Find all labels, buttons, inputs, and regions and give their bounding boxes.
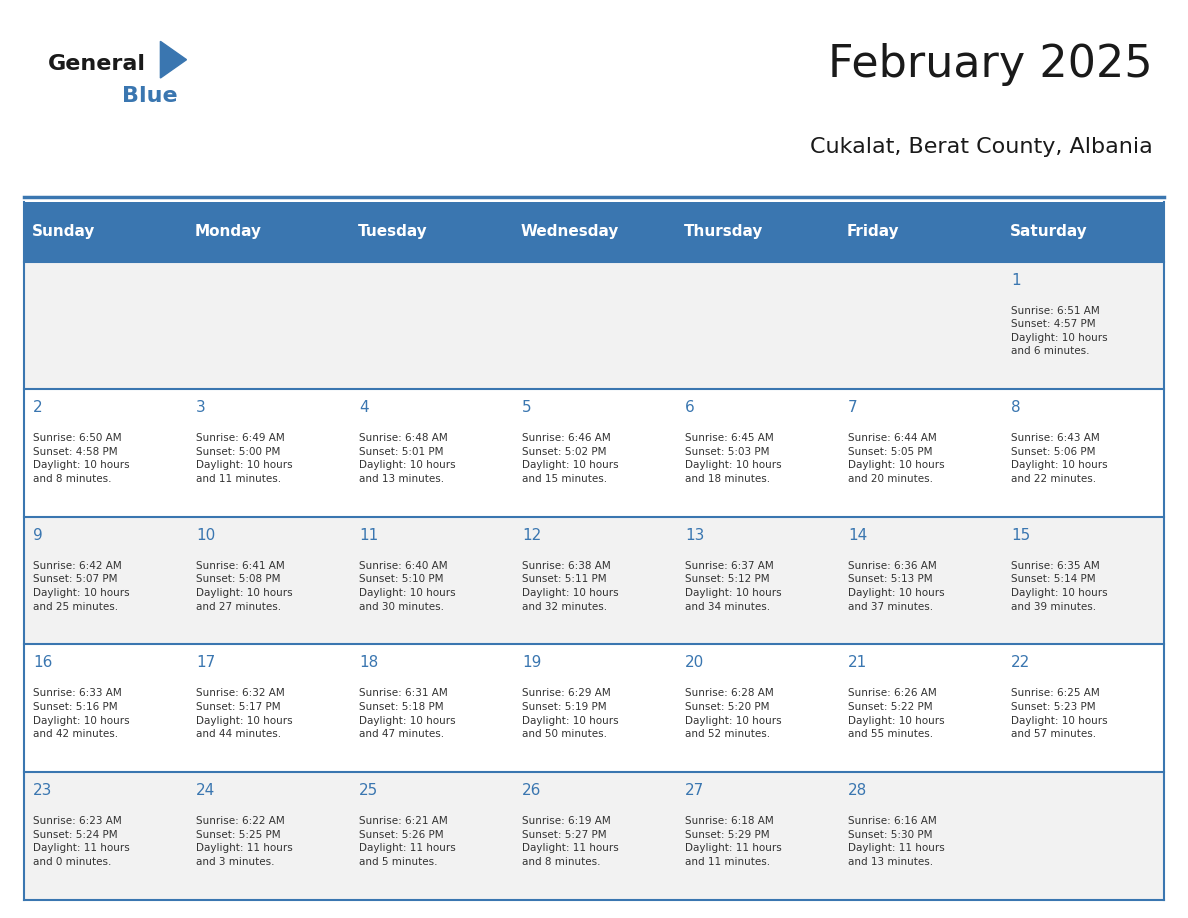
Text: General: General xyxy=(48,54,145,74)
Text: 19: 19 xyxy=(522,655,542,670)
Text: 23: 23 xyxy=(33,783,52,798)
Text: Sunrise: 6:35 AM
Sunset: 5:14 PM
Daylight: 10 hours
and 39 minutes.: Sunrise: 6:35 AM Sunset: 5:14 PM Dayligh… xyxy=(1011,561,1107,611)
Text: February 2025: February 2025 xyxy=(828,43,1152,85)
Text: 10: 10 xyxy=(196,528,215,543)
Text: Cukalat, Berat County, Albania: Cukalat, Berat County, Albania xyxy=(809,137,1152,157)
Text: 25: 25 xyxy=(359,783,378,798)
Text: Sunrise: 6:48 AM
Sunset: 5:01 PM
Daylight: 10 hours
and 13 minutes.: Sunrise: 6:48 AM Sunset: 5:01 PM Dayligh… xyxy=(359,433,456,484)
Text: Blue: Blue xyxy=(122,86,178,106)
Text: Sunrise: 6:25 AM
Sunset: 5:23 PM
Daylight: 10 hours
and 57 minutes.: Sunrise: 6:25 AM Sunset: 5:23 PM Dayligh… xyxy=(1011,688,1107,739)
Text: Sunrise: 6:49 AM
Sunset: 5:00 PM
Daylight: 10 hours
and 11 minutes.: Sunrise: 6:49 AM Sunset: 5:00 PM Dayligh… xyxy=(196,433,292,484)
Text: 16: 16 xyxy=(33,655,52,670)
Text: Sunrise: 6:22 AM
Sunset: 5:25 PM
Daylight: 11 hours
and 3 minutes.: Sunrise: 6:22 AM Sunset: 5:25 PM Dayligh… xyxy=(196,816,293,867)
Text: 5: 5 xyxy=(522,400,532,415)
Bar xyxy=(676,202,839,262)
Text: Sunrise: 6:29 AM
Sunset: 5:19 PM
Daylight: 10 hours
and 50 minutes.: Sunrise: 6:29 AM Sunset: 5:19 PM Dayligh… xyxy=(522,688,619,739)
Text: 8: 8 xyxy=(1011,400,1020,415)
Bar xyxy=(24,389,1164,517)
Text: 18: 18 xyxy=(359,655,378,670)
Text: Monday: Monday xyxy=(195,224,261,240)
Text: 24: 24 xyxy=(196,783,215,798)
Text: Sunday: Sunday xyxy=(32,224,95,240)
Text: 1: 1 xyxy=(1011,273,1020,287)
Text: Sunrise: 6:42 AM
Sunset: 5:07 PM
Daylight: 10 hours
and 25 minutes.: Sunrise: 6:42 AM Sunset: 5:07 PM Dayligh… xyxy=(33,561,129,611)
Text: Saturday: Saturday xyxy=(1010,224,1087,240)
Text: 17: 17 xyxy=(196,655,215,670)
Bar xyxy=(1001,202,1164,262)
Text: 22: 22 xyxy=(1011,655,1030,670)
Text: Sunrise: 6:21 AM
Sunset: 5:26 PM
Daylight: 11 hours
and 5 minutes.: Sunrise: 6:21 AM Sunset: 5:26 PM Dayligh… xyxy=(359,816,456,867)
Text: Sunrise: 6:50 AM
Sunset: 4:58 PM
Daylight: 10 hours
and 8 minutes.: Sunrise: 6:50 AM Sunset: 4:58 PM Dayligh… xyxy=(33,433,129,484)
Text: Sunrise: 6:40 AM
Sunset: 5:10 PM
Daylight: 10 hours
and 30 minutes.: Sunrise: 6:40 AM Sunset: 5:10 PM Dayligh… xyxy=(359,561,456,611)
Text: 15: 15 xyxy=(1011,528,1030,543)
Bar xyxy=(24,262,1164,389)
Text: Sunrise: 6:19 AM
Sunset: 5:27 PM
Daylight: 11 hours
and 8 minutes.: Sunrise: 6:19 AM Sunset: 5:27 PM Dayligh… xyxy=(522,816,619,867)
Bar xyxy=(512,202,676,262)
Text: 20: 20 xyxy=(685,655,704,670)
Bar xyxy=(24,772,1164,900)
Text: Wednesday: Wednesday xyxy=(520,224,619,240)
Text: Sunrise: 6:23 AM
Sunset: 5:24 PM
Daylight: 11 hours
and 0 minutes.: Sunrise: 6:23 AM Sunset: 5:24 PM Dayligh… xyxy=(33,816,129,867)
Bar xyxy=(24,517,1164,644)
Text: 7: 7 xyxy=(848,400,858,415)
Text: Sunrise: 6:45 AM
Sunset: 5:03 PM
Daylight: 10 hours
and 18 minutes.: Sunrise: 6:45 AM Sunset: 5:03 PM Dayligh… xyxy=(685,433,782,484)
Text: Sunrise: 6:51 AM
Sunset: 4:57 PM
Daylight: 10 hours
and 6 minutes.: Sunrise: 6:51 AM Sunset: 4:57 PM Dayligh… xyxy=(1011,306,1107,356)
Text: Sunrise: 6:38 AM
Sunset: 5:11 PM
Daylight: 10 hours
and 32 minutes.: Sunrise: 6:38 AM Sunset: 5:11 PM Dayligh… xyxy=(522,561,619,611)
Text: 27: 27 xyxy=(685,783,704,798)
Text: Sunrise: 6:33 AM
Sunset: 5:16 PM
Daylight: 10 hours
and 42 minutes.: Sunrise: 6:33 AM Sunset: 5:16 PM Dayligh… xyxy=(33,688,129,739)
Text: Sunrise: 6:18 AM
Sunset: 5:29 PM
Daylight: 11 hours
and 11 minutes.: Sunrise: 6:18 AM Sunset: 5:29 PM Dayligh… xyxy=(685,816,782,867)
Text: Sunrise: 6:43 AM
Sunset: 5:06 PM
Daylight: 10 hours
and 22 minutes.: Sunrise: 6:43 AM Sunset: 5:06 PM Dayligh… xyxy=(1011,433,1107,484)
Text: Sunrise: 6:28 AM
Sunset: 5:20 PM
Daylight: 10 hours
and 52 minutes.: Sunrise: 6:28 AM Sunset: 5:20 PM Dayligh… xyxy=(685,688,782,739)
Text: Sunrise: 6:32 AM
Sunset: 5:17 PM
Daylight: 10 hours
and 44 minutes.: Sunrise: 6:32 AM Sunset: 5:17 PM Dayligh… xyxy=(196,688,292,739)
Text: Sunrise: 6:46 AM
Sunset: 5:02 PM
Daylight: 10 hours
and 15 minutes.: Sunrise: 6:46 AM Sunset: 5:02 PM Dayligh… xyxy=(522,433,619,484)
Text: Sunrise: 6:16 AM
Sunset: 5:30 PM
Daylight: 11 hours
and 13 minutes.: Sunrise: 6:16 AM Sunset: 5:30 PM Dayligh… xyxy=(848,816,944,867)
Text: 14: 14 xyxy=(848,528,867,543)
Text: Sunrise: 6:37 AM
Sunset: 5:12 PM
Daylight: 10 hours
and 34 minutes.: Sunrise: 6:37 AM Sunset: 5:12 PM Dayligh… xyxy=(685,561,782,611)
Text: 13: 13 xyxy=(685,528,704,543)
Polygon shape xyxy=(160,41,187,78)
Text: 12: 12 xyxy=(522,528,542,543)
Text: 6: 6 xyxy=(685,400,695,415)
Text: Sunrise: 6:36 AM
Sunset: 5:13 PM
Daylight: 10 hours
and 37 minutes.: Sunrise: 6:36 AM Sunset: 5:13 PM Dayligh… xyxy=(848,561,944,611)
Text: Sunrise: 6:41 AM
Sunset: 5:08 PM
Daylight: 10 hours
and 27 minutes.: Sunrise: 6:41 AM Sunset: 5:08 PM Dayligh… xyxy=(196,561,292,611)
Text: 21: 21 xyxy=(848,655,867,670)
Text: 2: 2 xyxy=(33,400,43,415)
Bar xyxy=(187,202,349,262)
Text: Sunrise: 6:44 AM
Sunset: 5:05 PM
Daylight: 10 hours
and 20 minutes.: Sunrise: 6:44 AM Sunset: 5:05 PM Dayligh… xyxy=(848,433,944,484)
Text: 4: 4 xyxy=(359,400,368,415)
Bar xyxy=(349,202,512,262)
Text: 28: 28 xyxy=(848,783,867,798)
Text: Thursday: Thursday xyxy=(683,224,763,240)
Text: Tuesday: Tuesday xyxy=(358,224,428,240)
Text: 26: 26 xyxy=(522,783,542,798)
Bar xyxy=(24,644,1164,772)
Text: Friday: Friday xyxy=(847,224,899,240)
Text: Sunrise: 6:31 AM
Sunset: 5:18 PM
Daylight: 10 hours
and 47 minutes.: Sunrise: 6:31 AM Sunset: 5:18 PM Dayligh… xyxy=(359,688,456,739)
Bar xyxy=(24,202,187,262)
Text: Sunrise: 6:26 AM
Sunset: 5:22 PM
Daylight: 10 hours
and 55 minutes.: Sunrise: 6:26 AM Sunset: 5:22 PM Dayligh… xyxy=(848,688,944,739)
Text: 3: 3 xyxy=(196,400,206,415)
Text: 9: 9 xyxy=(33,528,43,543)
Bar xyxy=(839,202,1001,262)
Text: 11: 11 xyxy=(359,528,378,543)
